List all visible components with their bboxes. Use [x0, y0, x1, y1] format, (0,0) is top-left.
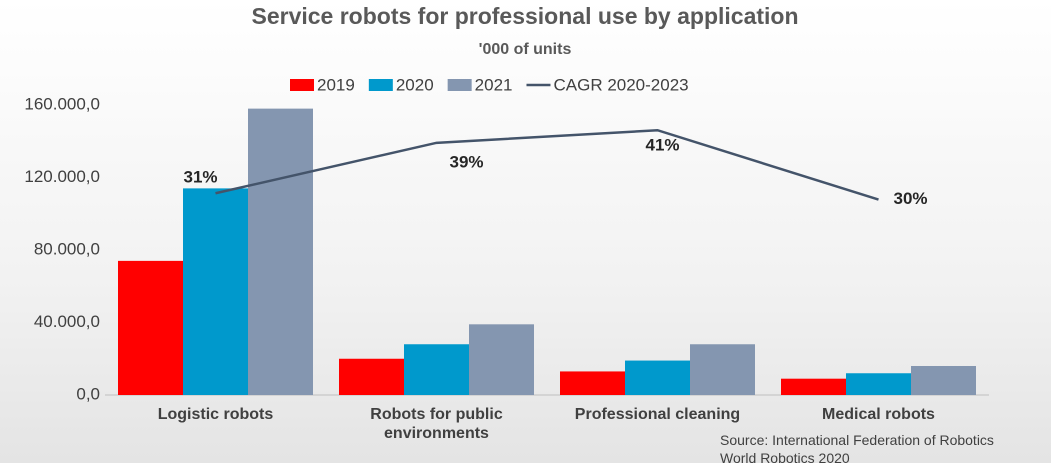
legend-label: 2020 [396, 75, 434, 94]
data-label: 41% [645, 136, 679, 155]
line [215, 128, 879, 201]
y-tick-label: 160.000,0 [24, 94, 100, 113]
data-label: 39% [449, 152, 483, 171]
chart-subtitle: '000 of units [479, 41, 572, 58]
bar [404, 344, 469, 395]
y-tick-label: 120.000,0 [24, 167, 100, 186]
bar [118, 260, 183, 395]
bar [781, 378, 846, 395]
x-tick-label: Professional cleaning [574, 406, 741, 423]
legend-swatch [447, 79, 472, 91]
legend-label: CAGR 2020-2023 [553, 75, 688, 94]
y-tick-label: 80.000,0 [34, 239, 100, 258]
data-label: 31% [183, 168, 217, 187]
y-tick-label: 40.000,0 [34, 312, 100, 331]
bar [846, 373, 911, 395]
bar [911, 366, 976, 395]
x-tick-label: Medical robots [822, 406, 935, 423]
bar [339, 358, 404, 395]
bar [469, 324, 534, 395]
legend-label: 2019 [317, 75, 355, 94]
legend-swatch [290, 79, 314, 91]
source-note: Source: International Federation of Robo… [720, 432, 994, 448]
bar [625, 360, 690, 395]
legend-swatch [368, 79, 393, 91]
x-tick-label: Logistic robots [157, 406, 274, 423]
bar [248, 108, 313, 395]
bar [560, 371, 625, 395]
chart-title: Service robots for professional use by a… [251, 3, 798, 29]
x-tick-label: Robots for public environments [370, 406, 503, 442]
bar [690, 344, 755, 395]
source-note: World Robotics 2020 [720, 450, 850, 463]
bar [183, 188, 248, 395]
y-tick-label: 0,0 [76, 384, 100, 403]
legend-label: 2021 [475, 75, 513, 94]
data-label: 30% [893, 189, 927, 208]
